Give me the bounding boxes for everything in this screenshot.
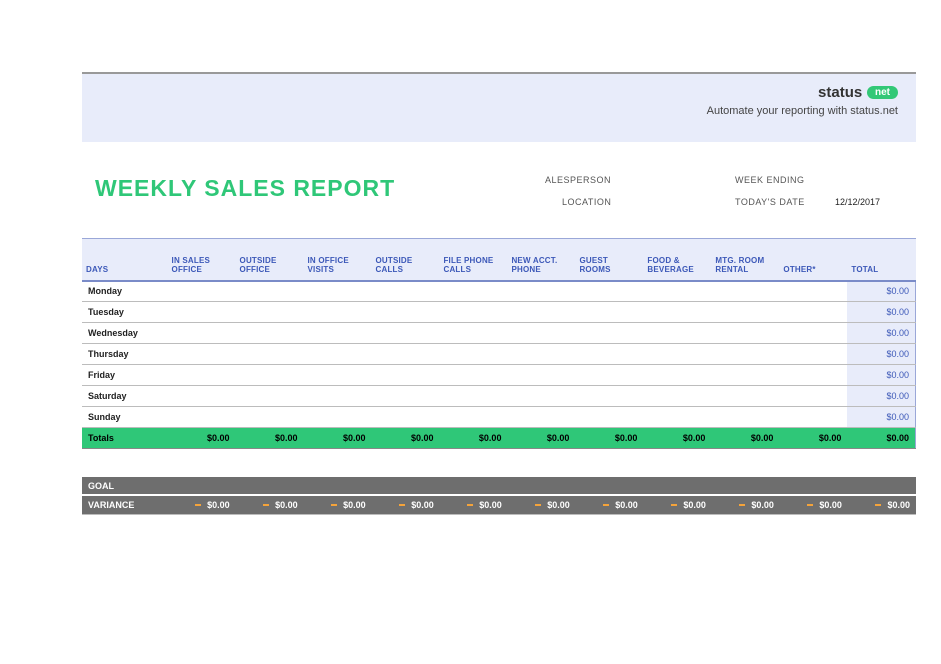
row-total: $0.00 <box>847 407 915 428</box>
totals-cell: $0.00 <box>371 428 439 449</box>
header-row: DAYS IN SALES OFFICE OUTSIDE OFFICE IN O… <box>82 239 916 281</box>
totals-cell: $0.00 <box>711 428 779 449</box>
table-row: Friday $0.00 <box>82 365 916 386</box>
col-c3: OUTSIDE CALLS <box>371 239 439 281</box>
salesperson-label: ALESPERSON <box>545 175 611 185</box>
dash-icon <box>535 504 541 506</box>
table-row: Sunday $0.00 <box>82 407 916 428</box>
row-total: $0.00 <box>847 344 915 365</box>
day-label: Sunday <box>82 407 168 428</box>
report-sheet: DAYS IN SALES OFFICE OUTSIDE OFFICE IN O… <box>82 238 916 515</box>
sales-table: DAYS IN SALES OFFICE OUTSIDE OFFICE IN O… <box>82 238 916 449</box>
variance-cell: $0.00 <box>644 495 712 514</box>
row-total: $0.00 <box>847 386 915 407</box>
dash-icon <box>467 504 473 506</box>
dash-icon <box>807 504 813 506</box>
totals-cell: $0.00 <box>643 428 711 449</box>
dash-icon <box>671 504 677 506</box>
table-row: Thursday $0.00 <box>82 344 916 365</box>
row-total: $0.00 <box>847 323 915 344</box>
variance-cell: $0.00 <box>576 495 644 514</box>
totals-label: Totals <box>82 428 168 449</box>
goal-label: GOAL <box>82 476 168 495</box>
dash-icon <box>195 504 201 506</box>
variance-cell: $0.00 <box>848 495 916 514</box>
dash-icon <box>875 504 881 506</box>
totals-cell: $0.00 <box>507 428 575 449</box>
totals-cell: $0.00 <box>236 428 304 449</box>
dash-icon <box>399 504 405 506</box>
day-label: Monday <box>82 281 168 302</box>
header-banner: status net Automate your reporting with … <box>82 74 916 142</box>
todays-date-label: TODAY'S DATE <box>735 197 805 207</box>
day-label: Saturday <box>82 386 168 407</box>
row-total: $0.00 <box>847 281 915 302</box>
col-c9: OTHER* <box>779 239 847 281</box>
col-total: TOTAL <box>847 239 915 281</box>
col-c6: GUEST ROOMS <box>575 239 643 281</box>
variance-cell: $0.00 <box>440 495 508 514</box>
dash-icon <box>603 504 609 506</box>
dash-icon <box>739 504 745 506</box>
col-c0: IN SALES OFFICE <box>168 239 236 281</box>
table-row: Monday $0.00 <box>82 281 916 302</box>
goal-variance-table: GOAL VARIANCE $0.00 $0.00 $0.00 $0.00 $0… <box>82 475 916 515</box>
brand-tagline: Automate your reporting with status.net <box>82 105 898 117</box>
totals-cell: $0.00 <box>304 428 372 449</box>
totals-cell: $0.00 <box>439 428 507 449</box>
totals-cell: $0.00 <box>779 428 847 449</box>
row-total: $0.00 <box>847 365 915 386</box>
variance-cell: $0.00 <box>168 495 236 514</box>
totals-cell: $0.00 <box>168 428 236 449</box>
table-row: Wednesday $0.00 <box>82 323 916 344</box>
table-row: Saturday $0.00 <box>82 386 916 407</box>
col-c1: OUTSIDE OFFICE <box>236 239 304 281</box>
totals-cell: $0.00 <box>575 428 643 449</box>
variance-cell: $0.00 <box>236 495 304 514</box>
col-c8: MTG. ROOM RENTAL <box>711 239 779 281</box>
col-days: DAYS <box>82 239 168 281</box>
table-row: Tuesday $0.00 <box>82 302 916 323</box>
dash-icon <box>331 504 337 506</box>
totals-grand: $0.00 <box>847 428 915 449</box>
day-label: Tuesday <box>82 302 168 323</box>
col-c7: FOOD & BEVERAGE <box>643 239 711 281</box>
title-zone: WEEKLY SALES REPORT ALESPERSON LOCATION … <box>95 175 906 225</box>
brand-name: status <box>818 84 862 101</box>
variance-cell: $0.00 <box>780 495 848 514</box>
day-label: Friday <box>82 365 168 386</box>
week-ending-label: WEEK ENDING <box>735 175 805 185</box>
location-label: LOCATION <box>562 197 611 207</box>
variance-cell: $0.00 <box>712 495 780 514</box>
variance-label: VARIANCE <box>82 495 168 514</box>
todays-date-value: 12/12/2017 <box>835 197 880 207</box>
dash-icon <box>263 504 269 506</box>
goal-row: GOAL <box>82 476 916 495</box>
variance-row: VARIANCE $0.00 $0.00 $0.00 $0.00 $0.00 $… <box>82 495 916 514</box>
variance-cell: $0.00 <box>508 495 576 514</box>
totals-row: Totals $0.00 $0.00 $0.00 $0.00 $0.00 $0.… <box>82 428 916 449</box>
col-c5: NEW ACCT. PHONE <box>507 239 575 281</box>
brand-badge: net <box>867 86 898 99</box>
col-c4: FILE PHONE CALLS <box>439 239 507 281</box>
variance-cell: $0.00 <box>304 495 372 514</box>
col-c2: IN OFFICE VISITS <box>304 239 372 281</box>
day-label: Thursday <box>82 344 168 365</box>
row-total: $0.00 <box>847 302 915 323</box>
variance-cell: $0.00 <box>372 495 440 514</box>
day-label: Wednesday <box>82 323 168 344</box>
